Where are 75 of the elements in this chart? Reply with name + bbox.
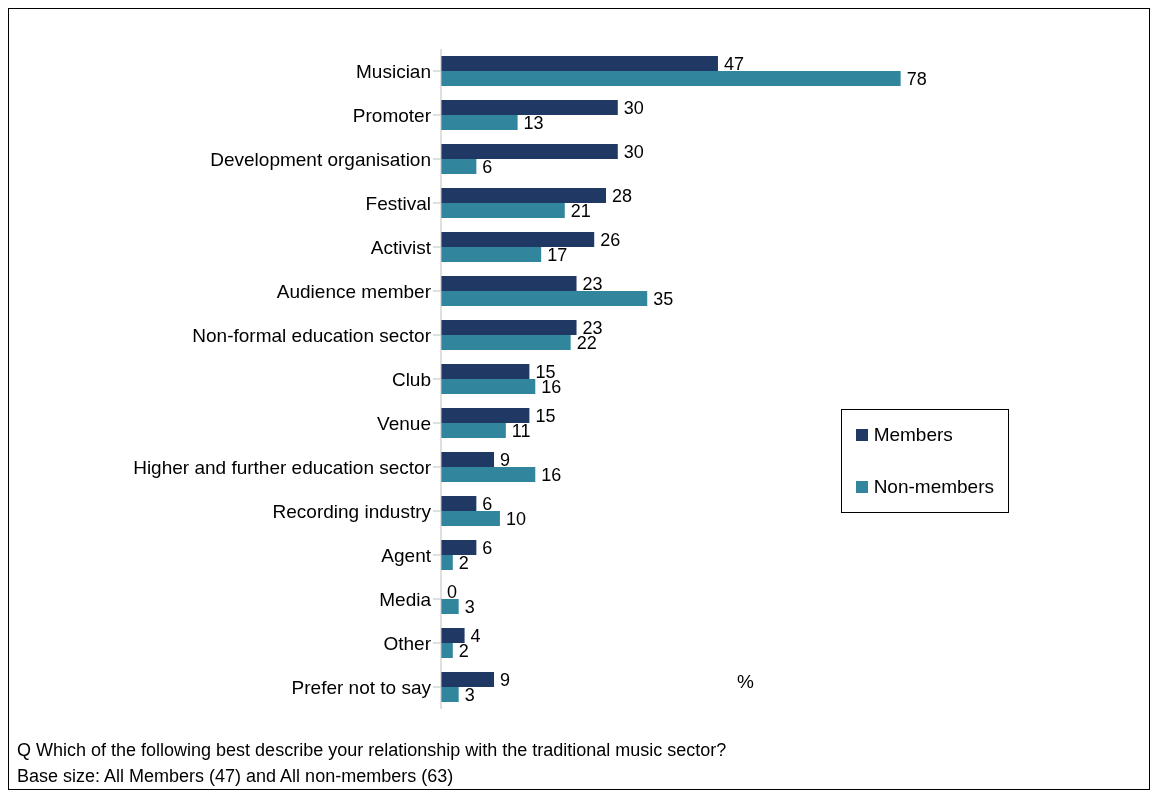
legend-label: Non-members xyxy=(873,476,994,498)
bar xyxy=(441,643,453,658)
data-label: 3 xyxy=(464,684,475,705)
y-tick-label: Recording industry xyxy=(272,500,432,522)
text: Q Which of the following best describe your relationship with the traditional music sector? xyxy=(17,739,727,762)
bar xyxy=(441,687,459,702)
bar xyxy=(441,100,618,115)
bar xyxy=(441,71,901,86)
data-label: 16 xyxy=(541,464,562,485)
data-label: 10 xyxy=(505,508,526,529)
data-label: 17 xyxy=(547,244,568,265)
bar xyxy=(441,247,542,262)
y-tick-label: Higher and further education sector xyxy=(133,456,432,478)
bar xyxy=(441,203,565,218)
data-label: 6 xyxy=(482,156,493,177)
bar xyxy=(441,364,530,379)
data-label: 0 xyxy=(447,581,458,602)
data-label: 9 xyxy=(500,669,511,690)
data-label: 13 xyxy=(523,112,544,133)
data-label: 2 xyxy=(458,640,469,661)
y-tick-label: Venue xyxy=(377,412,431,434)
data-label: 21 xyxy=(570,200,591,221)
y-tick-label: Non-formal education sector xyxy=(192,324,432,346)
bar xyxy=(441,599,459,614)
bar xyxy=(441,335,571,350)
data-label: 2 xyxy=(458,552,469,573)
text: Base size: All Members (47) and All non-members (63) xyxy=(17,765,455,788)
bar xyxy=(441,511,500,526)
bar xyxy=(441,408,530,423)
bar xyxy=(441,232,595,247)
data-label: 3 xyxy=(464,596,475,617)
bar xyxy=(441,115,518,130)
bar xyxy=(441,188,606,203)
bar xyxy=(441,540,477,555)
y-tick-label: Promoter xyxy=(352,104,432,126)
data-label: 47 xyxy=(723,53,744,74)
bar xyxy=(441,496,477,511)
data-label: 26 xyxy=(600,229,621,250)
bar xyxy=(441,452,495,467)
y-tick-label: Activist xyxy=(370,236,432,258)
data-label: 30 xyxy=(623,141,644,162)
bar xyxy=(441,56,718,71)
bar xyxy=(441,291,648,306)
data-label: 6 xyxy=(482,537,493,558)
y-tick-label: Other xyxy=(383,632,432,654)
legend-label: Members xyxy=(873,424,953,446)
data-label: 6 xyxy=(482,493,493,514)
y-tick-label: Agent xyxy=(381,544,432,566)
y-tick-label: Media xyxy=(379,588,432,610)
data-label: 15 xyxy=(535,405,556,426)
y-tick-label: Prefer not to say xyxy=(291,676,432,698)
y-tick-label: Development organisation xyxy=(210,148,431,170)
bar xyxy=(441,672,495,687)
bar xyxy=(441,320,577,335)
bar xyxy=(441,159,477,174)
data-label: 11 xyxy=(511,420,531,441)
bar xyxy=(441,144,618,159)
bar xyxy=(441,555,453,570)
y-tick-label: Musician xyxy=(356,60,431,82)
bar xyxy=(441,628,465,643)
data-label: 28 xyxy=(611,185,633,206)
y-tick-label: Club xyxy=(391,368,431,390)
bar xyxy=(441,467,536,482)
bar xyxy=(441,276,577,291)
data-label: 4 xyxy=(470,625,481,646)
data-label: 35 xyxy=(653,288,674,309)
data-label: 23 xyxy=(582,273,603,294)
y-tick-label: Audience member xyxy=(276,280,432,302)
data-label: 30 xyxy=(623,97,644,118)
data-label: 78 xyxy=(906,68,927,89)
y-tick-label: Festival xyxy=(365,192,431,214)
x-axis-title: % xyxy=(737,671,754,693)
bar xyxy=(441,423,506,438)
bar xyxy=(441,379,536,394)
data-label: 9 xyxy=(500,449,511,470)
